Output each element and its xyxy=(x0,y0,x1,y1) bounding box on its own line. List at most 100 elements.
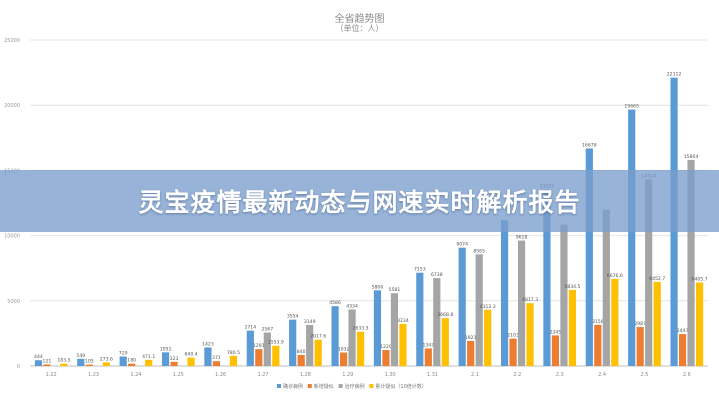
data-label: 6738 xyxy=(431,272,443,278)
bar xyxy=(77,358,85,366)
x-tick-label: 2.2 xyxy=(513,372,521,378)
bar xyxy=(85,364,93,366)
bar xyxy=(441,318,449,366)
bar xyxy=(645,179,653,366)
bar xyxy=(339,352,348,366)
legend-swatch xyxy=(277,384,281,388)
x-tick-label: 2.4 xyxy=(598,372,606,378)
bar xyxy=(356,331,365,366)
data-label: 1921 xyxy=(465,335,477,341)
bar xyxy=(585,148,593,366)
data-label: 2017.6 xyxy=(310,334,326,340)
data-label: 6452.7 xyxy=(649,276,665,282)
legend-swatch xyxy=(307,384,312,388)
bar xyxy=(43,364,51,366)
data-label: 444 xyxy=(34,354,43,360)
bar xyxy=(517,240,526,366)
data-label: 2103 xyxy=(507,333,519,339)
x-tick-label: 1.27 xyxy=(257,372,268,378)
data-label: 4312.3 xyxy=(480,304,496,310)
data-label: 5581 xyxy=(389,287,401,293)
bar xyxy=(678,334,687,366)
data-label: 2447 xyxy=(677,328,689,334)
bar xyxy=(373,290,382,366)
data-label: 1347 xyxy=(422,342,434,348)
x-tick-label: 2.3 xyxy=(556,372,564,378)
data-label: 2714 xyxy=(244,325,256,331)
data-label: 640.4 xyxy=(184,352,197,358)
y-tick-label: 0 xyxy=(17,364,20,370)
bar xyxy=(509,338,517,366)
data-label: 3234 xyxy=(397,318,409,324)
bar xyxy=(255,349,263,366)
bar xyxy=(500,220,509,366)
data-label: 471.1 xyxy=(142,354,155,360)
y-tick-label: 25000 xyxy=(4,38,20,44)
legend-label: 确诊病例 xyxy=(283,383,303,390)
bar xyxy=(289,319,297,366)
data-label: 7153 xyxy=(414,267,426,273)
data-label: 19665 xyxy=(624,104,639,110)
data-label: 549 xyxy=(76,353,85,359)
y-tick-label: 20000 xyxy=(4,103,20,109)
bar xyxy=(212,361,221,366)
bar xyxy=(102,362,110,366)
data-label: 4817.3 xyxy=(522,297,538,303)
data-label: 840 xyxy=(297,349,306,355)
chart-title: 全省趋势图 xyxy=(334,14,385,25)
x-tick-label: 1.23 xyxy=(88,372,99,378)
data-label: 273.6 xyxy=(100,356,113,362)
banner-title: 灵宝疫情最新动态与网速实时解析报告 xyxy=(138,188,581,217)
x-tick-label: 1.28 xyxy=(300,372,311,378)
bar xyxy=(653,281,661,366)
x-tick-label: 2.1 xyxy=(471,372,479,378)
bar xyxy=(594,324,602,366)
bar xyxy=(229,355,238,366)
data-label: 5834.5 xyxy=(564,284,580,290)
title-banner: 灵宝疫情最新动态与网速实时解析报告 xyxy=(0,170,719,232)
bar xyxy=(246,330,254,366)
data-label: 1032 xyxy=(338,347,350,353)
x-tick-label: 1.24 xyxy=(130,372,141,378)
data-label: 9618 xyxy=(516,235,528,241)
x-tick-label: 1.25 xyxy=(173,372,184,378)
bar xyxy=(602,209,610,366)
bar xyxy=(314,339,322,366)
bar xyxy=(297,355,305,366)
data-label: 9074 xyxy=(456,242,468,248)
bar xyxy=(695,282,704,366)
bar xyxy=(484,309,492,366)
data-label: 22112 xyxy=(667,72,682,78)
bar xyxy=(306,324,314,366)
bar xyxy=(161,352,170,366)
data-label: 8565 xyxy=(473,248,485,254)
data-label: 180 xyxy=(127,358,136,364)
data-label: 2345 xyxy=(550,329,562,335)
bar xyxy=(687,159,695,366)
x-tick-label: 1.22 xyxy=(46,372,57,378)
data-label: 1553.9 xyxy=(268,340,284,346)
data-label: 2633.3 xyxy=(353,326,369,332)
bar xyxy=(636,327,644,366)
bar xyxy=(272,345,280,366)
x-tick-label: 1.31 xyxy=(427,372,438,378)
data-label: 780.5 xyxy=(227,350,240,356)
bar xyxy=(348,309,356,366)
bar xyxy=(416,272,424,366)
data-label: 121 xyxy=(43,358,52,364)
bar xyxy=(390,293,399,366)
chart-subtitle: （单位：人） xyxy=(335,24,384,33)
x-tick-label: 1.26 xyxy=(215,372,226,378)
bar xyxy=(458,247,466,366)
bar xyxy=(187,357,195,366)
bar xyxy=(560,224,568,366)
legend-label: 累计疑似（10倍计数） xyxy=(375,383,426,390)
data-label: 1423 xyxy=(202,341,214,347)
data-label: 2567 xyxy=(261,327,273,333)
bar xyxy=(382,350,390,366)
bar xyxy=(145,359,153,366)
data-label: 4334 xyxy=(346,303,358,309)
bar xyxy=(475,254,483,366)
data-label: 3156 xyxy=(592,319,604,325)
